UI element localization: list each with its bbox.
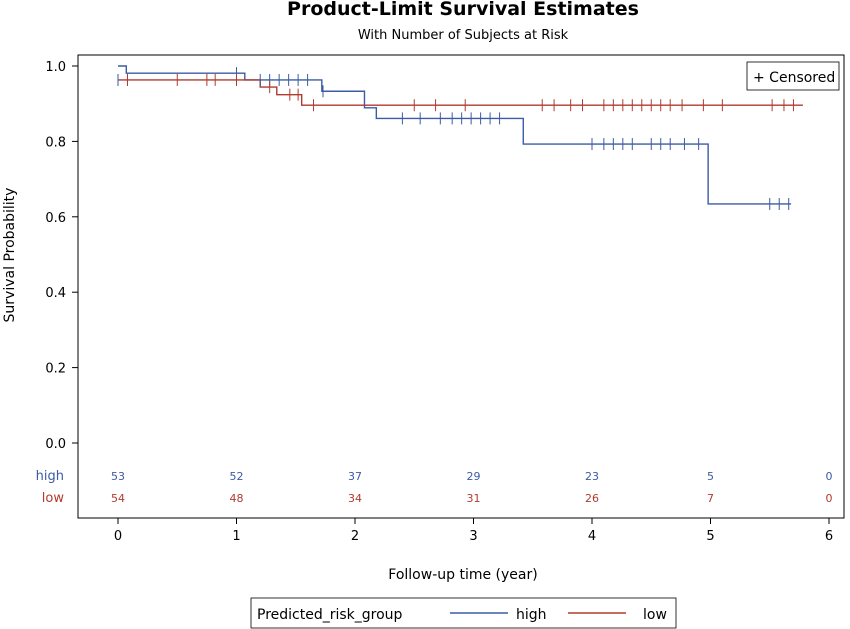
- y-tick-label: 0.2: [45, 362, 66, 377]
- survival-curve-low: [118, 79, 803, 106]
- at-risk-group-low: low: [42, 491, 65, 506]
- chart-title: Product-Limit Survival Estimates: [287, 0, 639, 20]
- at-risk-count-low: 7: [707, 492, 714, 505]
- chart-subtitle: With Number of Subjects at Risk: [358, 28, 569, 43]
- censored-legend-label: + Censored: [753, 70, 835, 86]
- x-tick-label: 0: [114, 529, 122, 544]
- at-risk-count-high: 29: [467, 470, 481, 483]
- at-risk-count-low: 0: [826, 492, 833, 505]
- survival-curve-high: [118, 65, 792, 205]
- group-legend-title: Predicted_risk_group: [257, 607, 403, 623]
- at-risk-count-low: 34: [348, 492, 362, 505]
- legend-label-low: low: [643, 607, 667, 623]
- censored-legend-box: [746, 61, 840, 91]
- y-tick-label: 0.0: [45, 437, 66, 452]
- y-tick-label: 0.8: [45, 135, 66, 150]
- y-tick-label: 1.0: [45, 60, 66, 75]
- at-risk-count-high: 5: [707, 470, 714, 483]
- group-legend: Predicted_risk_group high low: [250, 597, 677, 629]
- y-axis: 0.0 0.2 0.4 0.6 0.8 1.0: [45, 60, 78, 452]
- at-risk-count-high: 52: [230, 470, 244, 483]
- y-axis-label: Survival Probability: [2, 188, 18, 323]
- x-axis-label: Follow-up time (year): [388, 567, 537, 583]
- x-tick-label: 1: [232, 529, 240, 544]
- at-risk-group-high: high: [36, 469, 64, 484]
- at-risk-table: high 53 52 37 29 23 5 0 low 54 48 34 31 26 7 0: [36, 469, 833, 506]
- at-risk-count-high: 37: [348, 470, 362, 483]
- at-risk-count-low: 26: [585, 492, 599, 505]
- at-risk-count-high: 0: [826, 470, 833, 483]
- x-tick-label: 6: [825, 529, 833, 544]
- y-tick-label: 0.6: [45, 211, 66, 226]
- at-risk-count-low: 31: [467, 492, 481, 505]
- x-tick-label: 5: [706, 529, 714, 544]
- survival-curves: [118, 65, 803, 205]
- y-tick-label: 0.4: [45, 286, 66, 301]
- legend-label-high: high: [516, 607, 547, 623]
- x-tick-label: 3: [469, 529, 477, 544]
- at-risk-count-high: 23: [585, 470, 599, 483]
- plot-frame: [77, 54, 845, 519]
- at-risk-count-high: 53: [111, 470, 125, 483]
- at-risk-count-low: 54: [111, 492, 125, 505]
- at-risk-count-low: 48: [230, 492, 244, 505]
- censored-legend: + Censored: [746, 61, 840, 91]
- censor-marks: [117, 67, 794, 210]
- x-tick-label: 2: [351, 529, 359, 544]
- x-axis: 0 1 2 3 4 5 6: [114, 518, 833, 544]
- x-tick-label: 4: [588, 529, 596, 544]
